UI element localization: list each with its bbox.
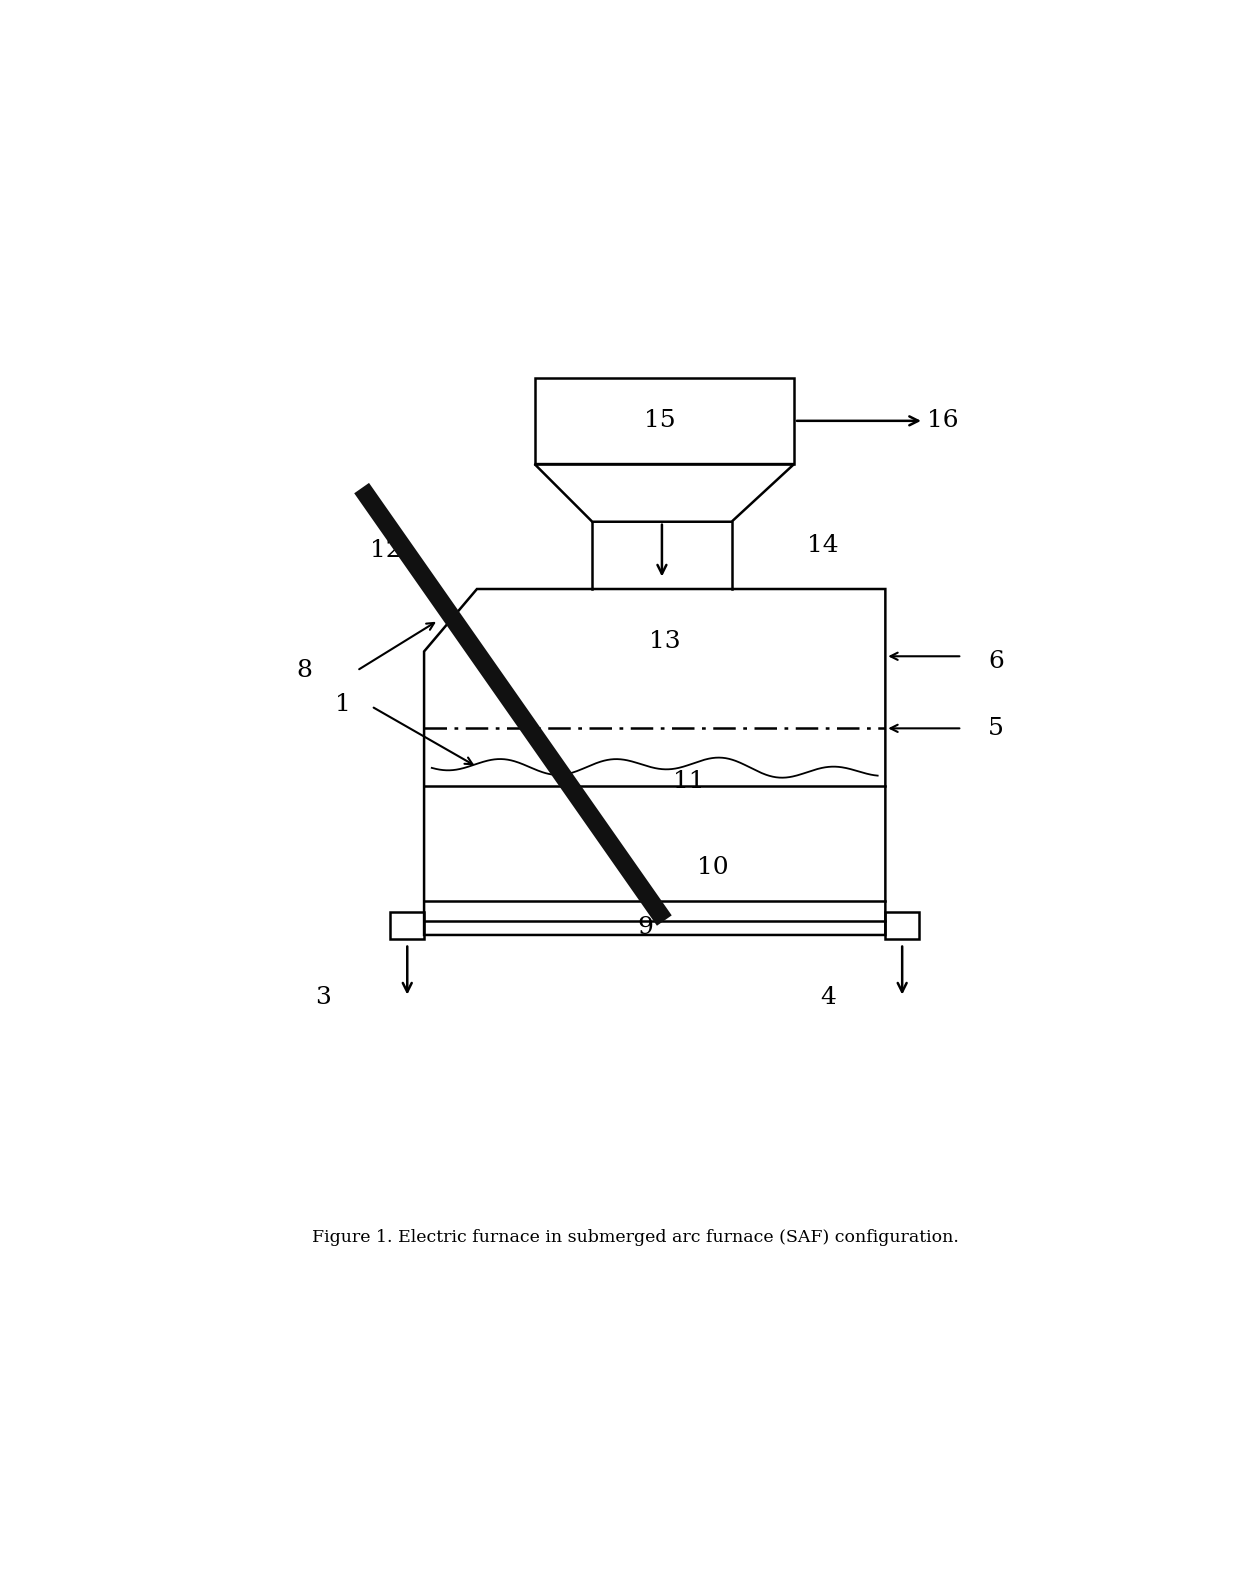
Text: 9: 9 <box>637 916 653 938</box>
Text: 8: 8 <box>296 659 312 682</box>
Text: 12: 12 <box>370 539 402 563</box>
Text: 13: 13 <box>649 631 681 653</box>
Text: 3: 3 <box>315 986 331 1010</box>
Text: 15: 15 <box>644 409 676 433</box>
Text: 4: 4 <box>820 986 836 1010</box>
Text: 1: 1 <box>335 693 350 716</box>
Text: Figure 1. Electric furnace in submerged arc furnace (SAF) configuration.: Figure 1. Electric furnace in submerged … <box>312 1230 959 1246</box>
Bar <box>885 911 919 938</box>
Text: 11: 11 <box>672 770 704 792</box>
Text: 5: 5 <box>988 716 1004 740</box>
Text: 6: 6 <box>988 650 1004 672</box>
Bar <box>534 377 794 464</box>
Text: 14: 14 <box>807 534 838 558</box>
Bar <box>391 911 424 938</box>
Text: 16: 16 <box>928 409 959 433</box>
Text: 10: 10 <box>697 856 728 880</box>
